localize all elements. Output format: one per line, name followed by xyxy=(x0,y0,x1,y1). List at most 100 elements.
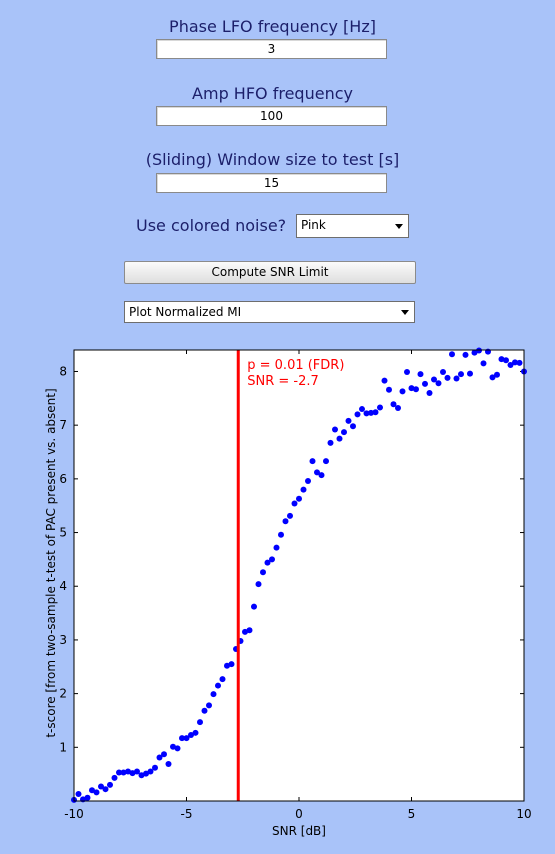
colored-noise-label: Use colored noise? xyxy=(136,216,287,235)
data-point xyxy=(134,768,140,775)
data-point xyxy=(368,409,374,416)
plot-type-select[interactable]: Plot Normalized MI xyxy=(124,301,415,323)
data-point xyxy=(98,783,104,790)
colored-noise-select[interactable]: Pink xyxy=(296,214,409,238)
data-point xyxy=(435,380,442,387)
data-point xyxy=(93,789,100,796)
y-tick-label: 8 xyxy=(59,364,67,378)
data-point xyxy=(264,559,271,566)
data-point xyxy=(458,371,464,378)
data-point xyxy=(476,347,482,354)
data-point xyxy=(426,389,433,396)
plot-frame xyxy=(73,349,525,802)
data-point xyxy=(269,556,275,563)
annotation-snr: SNR = -2.7 xyxy=(247,374,319,389)
data-point xyxy=(75,791,82,798)
data-point xyxy=(219,676,226,683)
plot-type-selected: Plot Normalized MI xyxy=(129,305,242,319)
data-point xyxy=(359,406,365,413)
phase-lfo-label: Phase LFO frequency [Hz] xyxy=(169,17,376,36)
data-point xyxy=(242,628,248,635)
data-point xyxy=(287,512,293,519)
data-point xyxy=(138,772,145,779)
data-point xyxy=(260,569,266,576)
data-point xyxy=(408,385,415,392)
data-point xyxy=(417,371,424,378)
data-point xyxy=(413,386,419,393)
data-point xyxy=(197,719,203,726)
data-point xyxy=(201,707,208,714)
data-point xyxy=(183,735,190,742)
data-point xyxy=(516,359,523,366)
data-point xyxy=(512,359,518,366)
data-point xyxy=(228,661,235,668)
data-point xyxy=(102,786,109,793)
x-tick-label: 0 xyxy=(295,807,303,821)
data-point xyxy=(282,518,289,525)
compute-snr-button[interactable]: Compute SNR Limit xyxy=(124,261,416,284)
data-point xyxy=(111,774,118,781)
data-point xyxy=(129,770,136,777)
data-point xyxy=(210,691,217,698)
data-point xyxy=(498,356,505,363)
data-point xyxy=(503,357,509,364)
data-point xyxy=(116,769,122,776)
data-point xyxy=(404,369,410,376)
data-point xyxy=(314,469,320,476)
data-point xyxy=(449,351,455,358)
data-point xyxy=(161,751,167,758)
x-tick-label: 5 xyxy=(408,807,416,821)
data-point xyxy=(174,745,181,752)
data-point xyxy=(440,369,446,376)
y-tick-label: 5 xyxy=(59,526,67,540)
data-point xyxy=(107,781,113,788)
data-point xyxy=(395,404,401,411)
y-tick-label: 7 xyxy=(59,418,67,432)
phase-lfo-input[interactable] xyxy=(156,39,387,59)
data-point xyxy=(170,743,176,750)
data-point xyxy=(444,374,451,381)
annotation-pvalue: p = 0.01 (FDR) xyxy=(247,358,344,373)
chevron-down-icon xyxy=(395,224,403,229)
data-point xyxy=(152,764,158,771)
plot-area xyxy=(74,350,524,801)
data-point xyxy=(453,375,460,382)
data-point xyxy=(377,404,383,411)
data-point xyxy=(296,495,302,502)
data-point xyxy=(467,370,473,377)
data-point xyxy=(251,603,257,610)
amp-hfo-label: Amp HFO frequency xyxy=(192,84,353,103)
data-point xyxy=(165,760,172,767)
data-point xyxy=(147,768,154,775)
data-point xyxy=(305,478,311,485)
data-point xyxy=(323,458,329,465)
data-point xyxy=(372,409,379,416)
data-point xyxy=(462,351,469,358)
data-point xyxy=(300,486,307,493)
window-size-label: (Sliding) Window size to test [s] xyxy=(145,150,400,169)
x-tick-label: -10 xyxy=(64,807,84,821)
data-point xyxy=(278,531,284,538)
data-point xyxy=(422,380,428,387)
data-point xyxy=(120,769,127,776)
data-point xyxy=(215,682,221,689)
data-point xyxy=(350,423,356,430)
data-point xyxy=(224,662,230,669)
data-point xyxy=(336,435,343,442)
data-point xyxy=(273,544,280,551)
data-point xyxy=(431,376,437,383)
data-point xyxy=(318,472,325,479)
data-point xyxy=(354,411,361,418)
data-point xyxy=(255,581,262,588)
data-point xyxy=(206,702,212,709)
amp-hfo-input[interactable] xyxy=(156,106,387,126)
window-size-input[interactable] xyxy=(156,173,387,193)
data-point xyxy=(125,768,131,775)
y-tick-label: 2 xyxy=(59,687,67,701)
data-point xyxy=(341,429,347,436)
colored-noise-selected: Pink xyxy=(301,218,326,232)
data-point xyxy=(399,388,406,395)
data-point xyxy=(332,426,338,433)
chevron-down-icon xyxy=(401,310,409,315)
